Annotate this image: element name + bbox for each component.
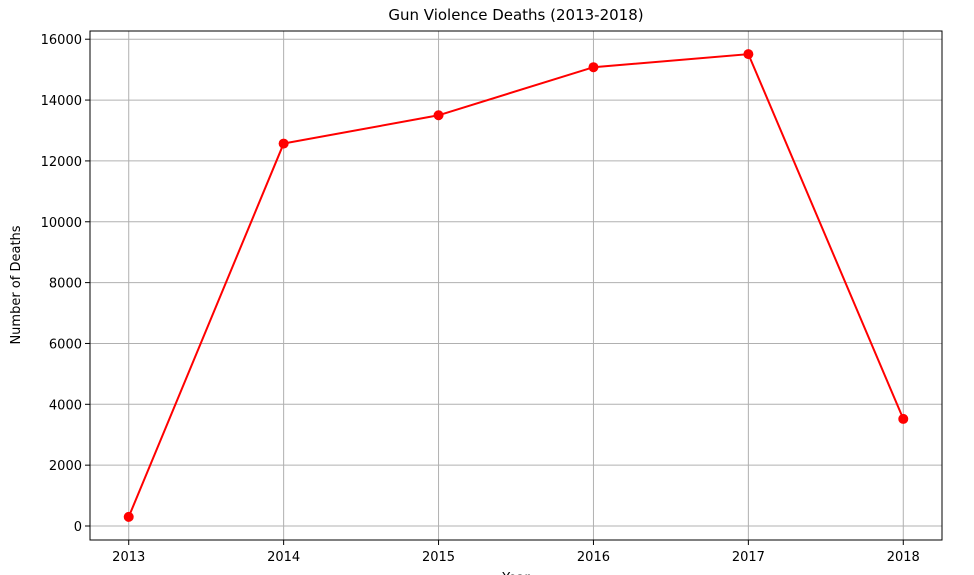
data-point: [743, 49, 754, 60]
x-axis-label: Year: [501, 571, 530, 575]
data-line: [127, 53, 905, 518]
plot-frame: [89, 30, 943, 541]
x-tick-label: 2013: [112, 550, 145, 565]
x-tick-label: 2018: [887, 550, 920, 565]
y-tick-label: 2000: [49, 459, 82, 474]
y-axis-label: Number of Deaths: [9, 225, 24, 344]
x-tick-label: 2017: [732, 550, 765, 565]
x-tick-label: 2014: [267, 550, 300, 565]
chart-title: Gun Violence Deaths (2013-2018): [388, 6, 643, 24]
y-tick-label: 10000: [41, 216, 82, 231]
data-point: [588, 62, 599, 73]
y-tick-label: 6000: [49, 337, 82, 352]
x-tick-label: 2016: [577, 550, 610, 565]
data-point: [898, 413, 909, 424]
y-tick-label: 12000: [41, 155, 82, 170]
y-tick-label: 4000: [49, 398, 82, 413]
x-tick-label: 2015: [422, 550, 455, 565]
y-tick-label: 0: [74, 520, 82, 535]
data-point: [278, 138, 289, 149]
data-point: [433, 110, 444, 121]
data-point: [123, 511, 134, 522]
y-tick-label: 14000: [41, 94, 82, 109]
y-tick-label: 8000: [49, 277, 82, 292]
y-tick-label: 16000: [41, 33, 82, 48]
